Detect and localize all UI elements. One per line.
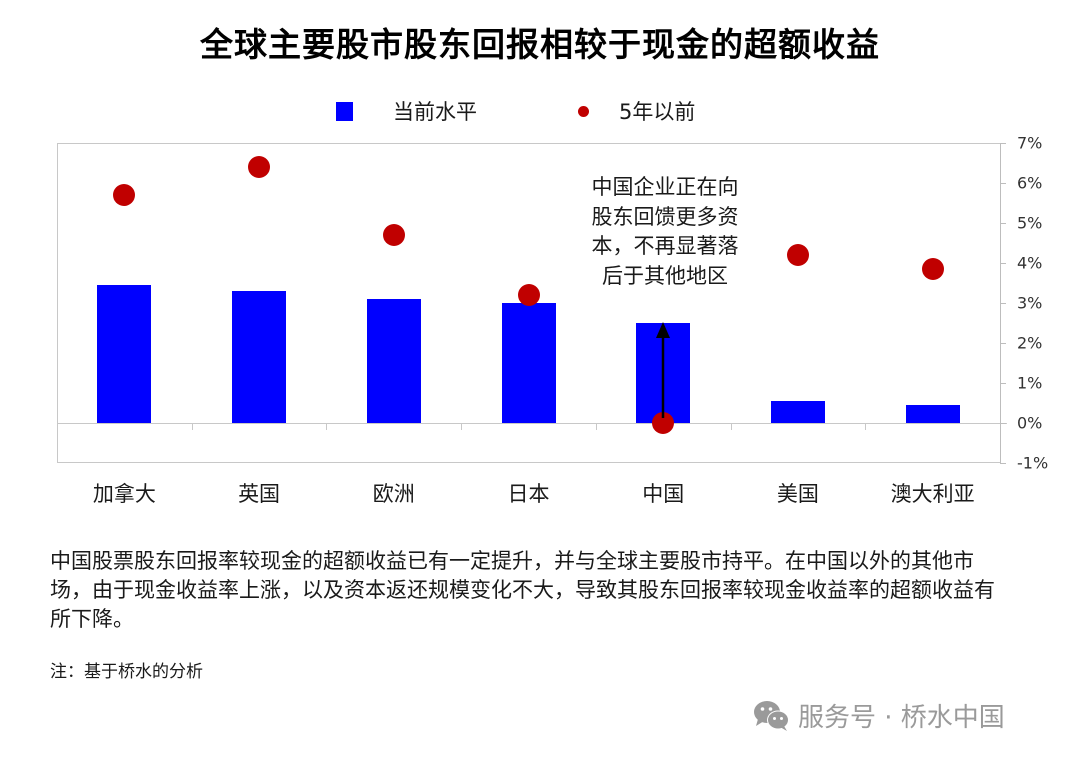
y-tick xyxy=(1000,143,1006,144)
dot-five-years-ago xyxy=(652,412,675,434)
annotation-line: 本，不再显著落 xyxy=(591,234,739,258)
legend-label-current: 当前水平 xyxy=(393,100,477,124)
x-tick xyxy=(595,423,597,430)
bar-current xyxy=(97,285,152,423)
bar-current xyxy=(366,299,421,423)
y-tick-label: 3% xyxy=(1017,293,1043,313)
y-tick-label: 6% xyxy=(1017,173,1043,193)
annotation-text: 中国企业正在向 股东回馈更多资 本，不再显著落 后于其他地区 xyxy=(570,173,760,291)
zero-line xyxy=(57,423,1007,424)
annotation-line: 中国企业正在向 xyxy=(591,175,739,199)
y-tick xyxy=(1000,463,1006,464)
watermark: 服务号 · 桥水中国 xyxy=(752,697,1005,734)
bar-current xyxy=(905,405,960,423)
x-category-label: 欧洲 xyxy=(372,482,415,506)
x-tick xyxy=(865,423,867,430)
legend: 当前水平 5年以前 xyxy=(0,96,1080,128)
y-tick-label: -1% xyxy=(1017,453,1049,473)
y-tick-label: 2% xyxy=(1017,333,1043,353)
wechat-icon xyxy=(754,700,789,731)
y-tick xyxy=(1000,263,1006,264)
bar-current xyxy=(501,303,556,423)
annotation-arrow-icon xyxy=(656,322,670,418)
x-category-label: 美国 xyxy=(776,482,819,506)
watermark-text: 服务号 · 桥水中国 xyxy=(798,703,1005,733)
plot-area xyxy=(57,143,1000,463)
annotation-line: 股东回馈更多资 xyxy=(591,204,739,229)
dot-five-years-ago xyxy=(248,156,271,178)
y-tick xyxy=(1000,423,1006,424)
x-tick xyxy=(461,423,463,430)
bar-current xyxy=(232,291,287,423)
x-category-label: 澳大利亚 xyxy=(890,482,975,506)
x-category-label: 加拿大 xyxy=(92,482,156,506)
dot-five-years-ago xyxy=(921,258,944,280)
body-text: 中国股票股东回报率较现金的超额收益已有一定提升，并与全球主要股市持平。在中国以外… xyxy=(50,549,995,631)
y-tick-label: 7% xyxy=(1017,133,1043,153)
x-category-label: 英国 xyxy=(238,482,281,506)
legend-bar-swatch-icon xyxy=(336,101,353,121)
dot-five-years-ago xyxy=(517,284,540,306)
x-tick xyxy=(326,423,328,430)
dot-five-years-ago xyxy=(113,184,136,206)
y-tick-label: 5% xyxy=(1017,213,1043,233)
y-tick-label: 4% xyxy=(1017,253,1043,273)
y-tick-label: 0% xyxy=(1017,413,1043,433)
x-category-label: 中国 xyxy=(642,482,685,506)
legend-dot-swatch-icon xyxy=(578,105,589,117)
dot-five-years-ago xyxy=(382,224,405,246)
x-category-label: 日本 xyxy=(507,482,550,506)
y-tick xyxy=(1000,383,1006,384)
bar-current xyxy=(770,401,825,423)
x-tick xyxy=(730,423,732,430)
y-tick xyxy=(1000,343,1006,344)
footnote: 注：基于桥水的分析 xyxy=(50,662,203,682)
y-tick xyxy=(1000,223,1006,224)
x-tick xyxy=(191,423,193,430)
legend-item-current: 当前水平 xyxy=(336,96,477,126)
dot-five-years-ago xyxy=(786,244,809,266)
legend-label-five-years-ago: 5年以前 xyxy=(619,100,696,124)
chart-title: 全球主要股市股东回报相较于现金的超额收益 xyxy=(200,25,880,64)
y-tick xyxy=(1000,183,1006,184)
annotation-line: 后于其他地区 xyxy=(602,263,728,288)
y-tick xyxy=(1000,303,1006,304)
legend-item-five-years-ago: 5年以前 xyxy=(578,96,695,126)
y-tick-label: 1% xyxy=(1017,373,1043,393)
